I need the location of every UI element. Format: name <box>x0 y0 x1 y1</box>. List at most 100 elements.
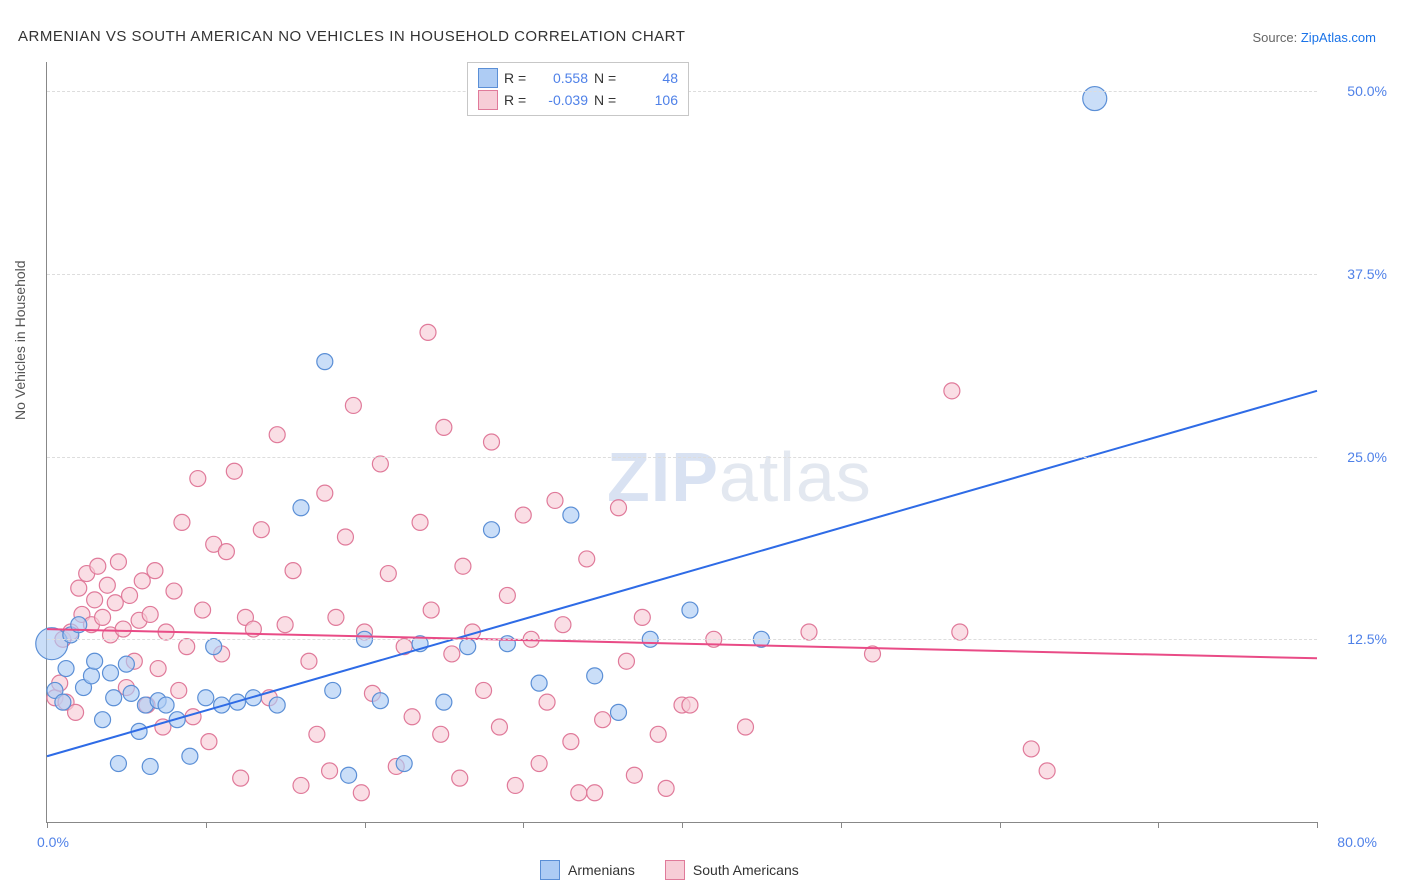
y-tick-label: 12.5% <box>1327 631 1387 647</box>
data-point <box>142 758 158 774</box>
data-point <box>201 734 217 750</box>
correlation-legend: R = 0.558 N = 48 R = -0.039 N = 106 <box>467 62 689 116</box>
source-prefix: Source: <box>1252 30 1300 45</box>
y-tick-label: 37.5% <box>1327 266 1387 282</box>
data-point <box>587 668 603 684</box>
series-legend: Armenians South Americans <box>540 860 799 880</box>
data-point <box>317 354 333 370</box>
data-point <box>226 463 242 479</box>
data-point <box>952 624 968 640</box>
data-point <box>103 665 119 681</box>
data-point <box>269 427 285 443</box>
legend-label-south-americans: South Americans <box>693 862 799 878</box>
x-tick <box>841 822 842 828</box>
data-point <box>611 500 627 516</box>
data-point <box>476 682 492 698</box>
data-point <box>107 595 123 611</box>
data-point <box>87 653 103 669</box>
data-point <box>269 697 285 713</box>
legend-item-armenians: Armenians <box>540 860 635 880</box>
legend-row-south-americans: R = -0.039 N = 106 <box>478 89 678 111</box>
data-point <box>396 756 412 772</box>
data-point <box>110 756 126 772</box>
y-axis-label: No Vehicles in Household <box>12 260 28 420</box>
data-point <box>166 583 182 599</box>
data-point <box>460 639 476 655</box>
data-point <box>95 712 111 728</box>
data-point <box>118 656 134 672</box>
data-point <box>328 609 344 625</box>
data-point <box>507 777 523 793</box>
x-tick <box>1317 822 1318 828</box>
chart-plot-area: ZIPatlas R = 0.558 N = 48 R = -0.039 N =… <box>46 62 1317 823</box>
r-value-south-americans: -0.039 <box>538 89 588 111</box>
data-point <box>1023 741 1039 757</box>
swatch-armenians <box>540 860 560 880</box>
scatter-svg <box>47 62 1317 822</box>
data-point <box>87 592 103 608</box>
data-point <box>515 507 531 523</box>
n-value-south-americans: 106 <box>628 89 678 111</box>
data-point <box>301 653 317 669</box>
data-point <box>658 780 674 796</box>
data-point <box>547 492 563 508</box>
gridline <box>47 457 1317 458</box>
data-point <box>106 690 122 706</box>
data-point <box>579 551 595 567</box>
data-point <box>71 580 87 596</box>
data-point <box>380 566 396 582</box>
data-point <box>58 661 74 677</box>
data-point <box>682 602 698 618</box>
data-point <box>190 471 206 487</box>
data-point <box>611 704 627 720</box>
data-point <box>372 456 388 472</box>
data-point <box>309 726 325 742</box>
data-point <box>353 785 369 801</box>
data-point <box>195 602 211 618</box>
x-tick <box>682 822 683 828</box>
data-point <box>174 514 190 530</box>
data-point <box>150 661 166 677</box>
data-point <box>595 712 611 728</box>
data-point <box>455 558 471 574</box>
data-point <box>433 726 449 742</box>
r-label: R = <box>504 67 532 89</box>
n-label: N = <box>594 67 622 89</box>
data-point <box>277 617 293 633</box>
data-point <box>404 709 420 725</box>
data-point <box>499 636 515 652</box>
source-link[interactable]: ZipAtlas.com <box>1301 30 1376 45</box>
data-point <box>179 639 195 655</box>
data-point <box>123 685 139 701</box>
data-point <box>499 587 515 603</box>
data-point <box>801 624 817 640</box>
y-tick-label: 25.0% <box>1327 449 1387 465</box>
x-tick <box>1158 822 1159 828</box>
n-value-armenians: 48 <box>628 67 678 89</box>
data-point <box>436 694 452 710</box>
data-point <box>171 682 187 698</box>
data-point <box>531 756 547 772</box>
x-tick <box>365 822 366 828</box>
data-point <box>345 397 361 413</box>
data-point <box>341 767 357 783</box>
data-point <box>650 726 666 742</box>
data-point <box>420 324 436 340</box>
data-point <box>491 719 507 735</box>
data-point <box>531 675 547 691</box>
data-point <box>484 434 500 450</box>
data-point <box>423 602 439 618</box>
x-tick <box>523 822 524 828</box>
legend-label-armenians: Armenians <box>568 862 635 878</box>
data-point <box>285 563 301 579</box>
legend-row-armenians: R = 0.558 N = 48 <box>478 67 678 89</box>
trend-line <box>47 629 1317 658</box>
r-value-armenians: 0.558 <box>538 67 588 89</box>
source-citation: Source: ZipAtlas.com <box>1252 30 1376 45</box>
data-point <box>206 639 222 655</box>
swatch-armenians <box>478 68 498 88</box>
data-point <box>99 577 115 593</box>
data-point <box>233 770 249 786</box>
data-point <box>587 785 603 801</box>
swatch-south-americans <box>478 90 498 110</box>
